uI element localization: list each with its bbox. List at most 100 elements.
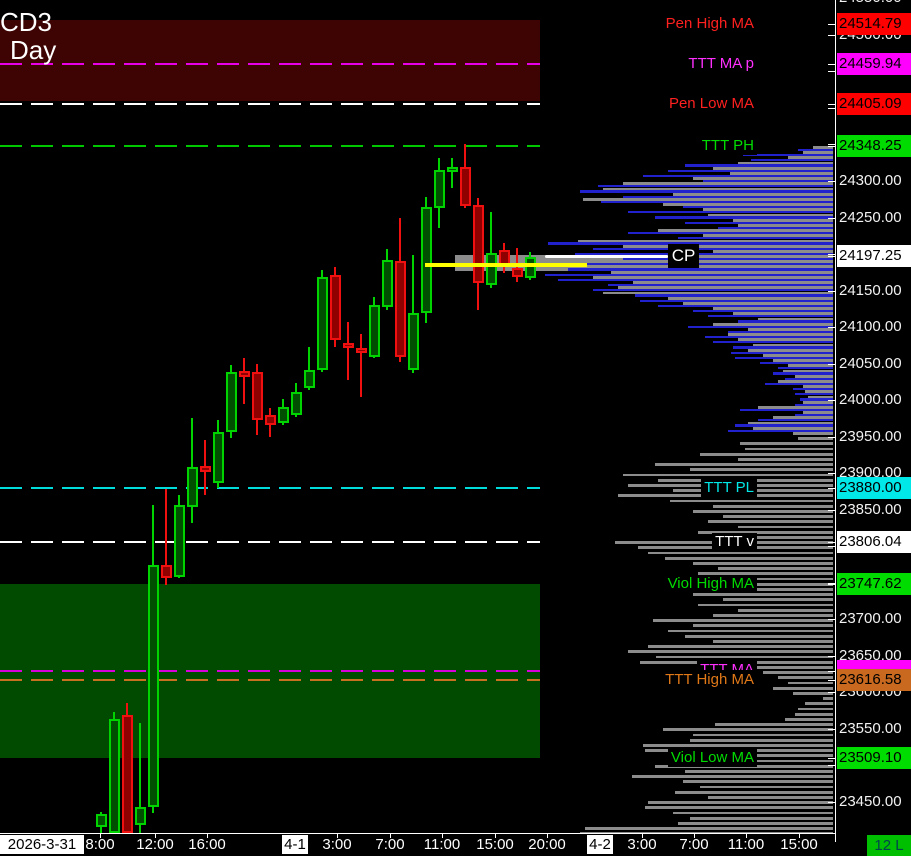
candle-body xyxy=(161,565,172,579)
volume-profile-bar-gray xyxy=(808,395,833,399)
price-tick xyxy=(828,400,835,402)
candle-body xyxy=(278,406,289,423)
price-tick xyxy=(828,487,835,489)
volume-profile-bar-gray xyxy=(656,655,833,659)
price-tick xyxy=(828,509,835,511)
volume-profile-bar-gray xyxy=(698,530,833,534)
time-label: 7:00 xyxy=(679,836,709,853)
session-date-box: 2026-3-31 xyxy=(0,835,84,854)
volume-profile-bar-gray xyxy=(738,577,833,581)
volume-profile-bar-gray xyxy=(713,322,833,326)
candle-body xyxy=(122,715,133,833)
time-label: 16:00 xyxy=(188,836,226,853)
volume-profile-bar-gray xyxy=(763,354,833,357)
volume-profile-bar-gray xyxy=(753,343,833,347)
volume-profile-bar-gray xyxy=(690,738,833,742)
candle-body xyxy=(265,414,276,425)
volume-profile-bar-blue xyxy=(758,419,833,422)
candle-body xyxy=(174,505,185,577)
volume-profile-bar-gray xyxy=(693,510,833,513)
candle-wick xyxy=(490,211,492,289)
price-tick xyxy=(828,541,835,543)
volume-profile-bar-gray xyxy=(740,442,833,446)
price-tick xyxy=(828,655,835,657)
volume-profile-bar-gray xyxy=(703,234,833,238)
level-name-label: TTT High MA xyxy=(662,670,757,689)
volume-profile-bar-gray xyxy=(715,582,833,586)
volume-profile-bar-gray xyxy=(803,151,833,154)
volume-profile-bar-gray xyxy=(745,447,833,451)
price-tick xyxy=(828,546,835,548)
volume-profile-bar-gray xyxy=(798,707,833,711)
volume-profile-bar-gray xyxy=(683,302,833,305)
dashed-level-line xyxy=(0,102,540,105)
candle-body xyxy=(226,372,237,433)
price-tick xyxy=(828,145,835,147)
volume-profile-bar-gray xyxy=(778,676,833,680)
volume-profile-bar-blue xyxy=(640,299,833,302)
candle-body xyxy=(408,313,419,371)
position-status-badge: 12 L xyxy=(867,835,911,856)
volume-profile-bar-gray xyxy=(783,369,833,373)
volume-profile-bar-blue xyxy=(593,289,833,292)
volume-profile-bar-gray xyxy=(733,218,833,222)
level-value-box: 24405.09 xyxy=(837,93,911,116)
volume-profile-bar-gray xyxy=(693,593,833,596)
time-tick xyxy=(799,833,800,838)
volume-profile-bar-gray xyxy=(785,718,833,721)
level-value-box: 23806.04 xyxy=(837,530,911,553)
price-tick xyxy=(828,64,835,66)
volume-profile-bar-gray xyxy=(698,603,833,607)
volume-profile-bar-blue xyxy=(735,356,833,360)
volume-profile-bar-gray xyxy=(665,556,833,560)
volume-profile-bar-blue xyxy=(800,398,833,401)
dashed-level-line xyxy=(0,63,540,66)
candle-body xyxy=(109,719,120,833)
volume-profile-bar-blue xyxy=(601,200,833,204)
volume-profile-bar-gray xyxy=(603,291,833,295)
volume-profile-bar-gray xyxy=(738,458,833,461)
candle-body xyxy=(486,253,497,285)
grid-price-label: 24300.00 xyxy=(839,171,902,189)
volume-profile-bar-gray xyxy=(748,348,833,352)
level-value-box: 23747.62 xyxy=(837,573,911,596)
volume-profile-bar-gray xyxy=(703,208,833,212)
level-value-box: 23880.00 xyxy=(837,476,911,499)
volume-profile-bar-blue xyxy=(628,211,833,214)
volume-profile-bar-gray xyxy=(708,520,833,524)
volume-profile-bar-blue xyxy=(598,185,833,188)
entry-price-line[interactable] xyxy=(425,262,587,267)
volume-profile-bar-gray xyxy=(690,816,833,820)
price-tick xyxy=(828,34,835,36)
volume-profile-bar-gray xyxy=(728,333,833,336)
volume-profile-bar-blue xyxy=(738,320,833,323)
price-tick xyxy=(828,104,835,106)
volume-profile-bar-gray xyxy=(738,224,833,227)
price-axis-line xyxy=(835,0,836,842)
volume-profile-bar-gray xyxy=(670,499,833,503)
volume-profile-bar-blue xyxy=(668,169,833,172)
volume-profile-bar-blue xyxy=(575,252,833,256)
volume-profile-bar-gray xyxy=(713,250,833,253)
grid-price-label: 23850.00 xyxy=(839,500,902,518)
volume-profile-bar-gray xyxy=(673,192,833,196)
volume-profile-bar-gray xyxy=(580,832,833,833)
candle-body xyxy=(200,465,211,473)
volume-profile-bar-gray xyxy=(793,432,833,435)
volume-profile-bar-blue xyxy=(683,205,833,209)
time-axis[interactable]: 2026-3-31 8:00 12:00 16:00 4-1 3:00 7:00 11:00 1… xyxy=(0,833,911,856)
level-value-box: 24514.79 xyxy=(837,13,911,36)
volume-profile-bar-gray xyxy=(583,198,833,201)
volume-profile-bar-gray xyxy=(685,634,833,638)
candle-body xyxy=(460,167,471,206)
price-chart-canvas[interactable]: Pen High MA TTT MA p Pen Low MA TTT PH TTT P… xyxy=(0,0,836,833)
time-tick xyxy=(390,833,391,838)
volume-profile-bar-gray xyxy=(685,770,833,773)
volume-profile-bar-blue xyxy=(708,315,833,318)
volume-profile-bar-blue xyxy=(731,351,833,354)
dashed-level-line xyxy=(0,678,540,681)
volume-profile-bar-gray xyxy=(723,598,833,602)
dashed-level-line xyxy=(0,540,540,543)
price-tick xyxy=(828,801,835,803)
